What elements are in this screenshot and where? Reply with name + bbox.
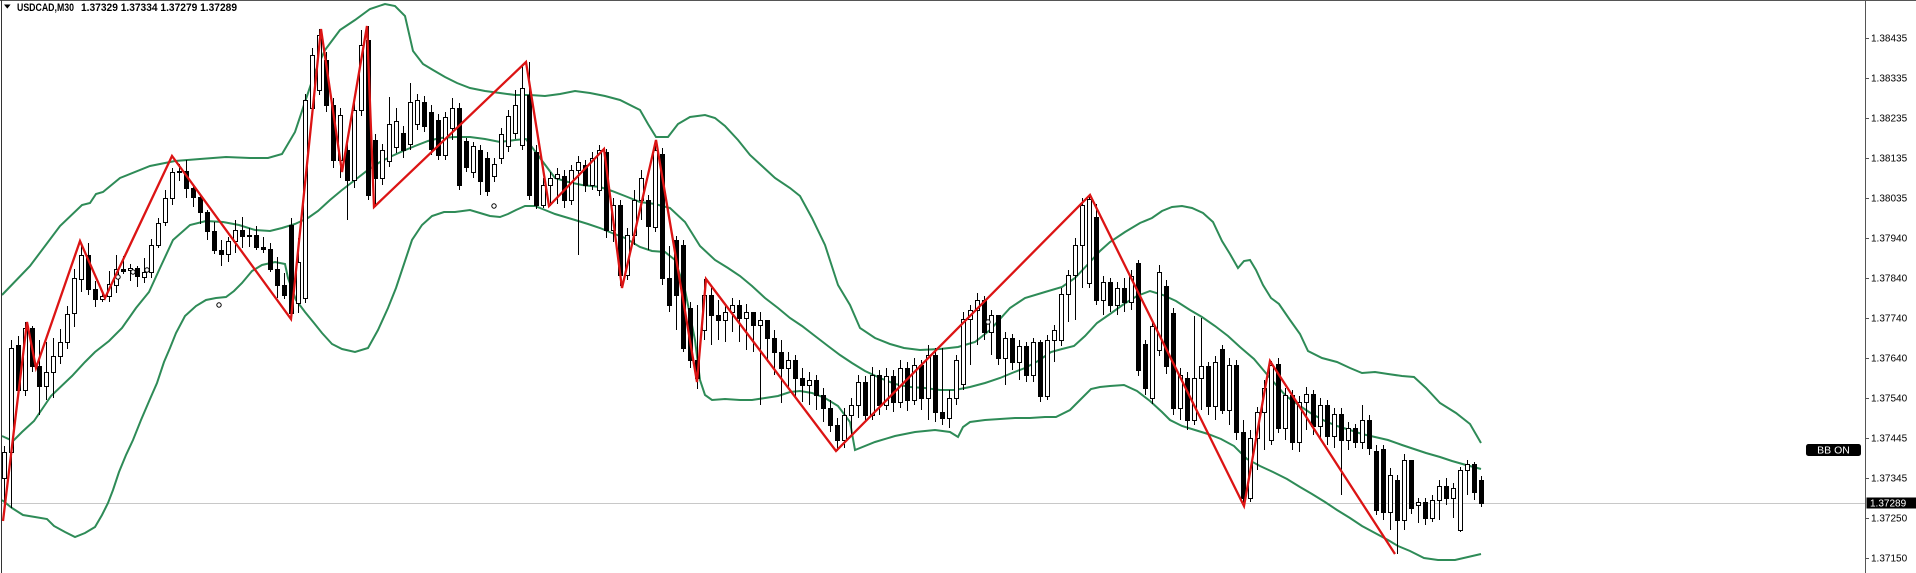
svg-text:USDCAD,M30: USDCAD,M30 <box>17 2 74 14</box>
svg-text:1.37289: 1.37289 <box>1870 499 1907 510</box>
svg-text:BB ON: BB ON <box>1817 445 1850 457</box>
svg-text:1.37250: 1.37250 <box>1871 514 1908 525</box>
svg-text:1.37940: 1.37940 <box>1871 234 1908 245</box>
svg-text:1.37540: 1.37540 <box>1871 394 1908 405</box>
svg-text:1.38235: 1.38235 <box>1871 114 1908 125</box>
svg-text:1.38135: 1.38135 <box>1871 154 1908 165</box>
svg-text:1.37445: 1.37445 <box>1871 434 1908 445</box>
svg-text:1.38435: 1.38435 <box>1871 34 1908 45</box>
svg-text:1.37640: 1.37640 <box>1871 354 1908 365</box>
svg-text:1.37329 1.37334 1.37279 1.3728: 1.37329 1.37334 1.37279 1.37289 <box>81 2 237 14</box>
svg-text:1.37840: 1.37840 <box>1871 274 1908 285</box>
svg-text:1.38035: 1.38035 <box>1871 194 1908 205</box>
svg-text:1.37150: 1.37150 <box>1871 554 1908 565</box>
svg-text:1.38335: 1.38335 <box>1871 74 1908 85</box>
svg-text:1.37740: 1.37740 <box>1871 314 1908 325</box>
svg-text:1.37345: 1.37345 <box>1871 474 1908 485</box>
